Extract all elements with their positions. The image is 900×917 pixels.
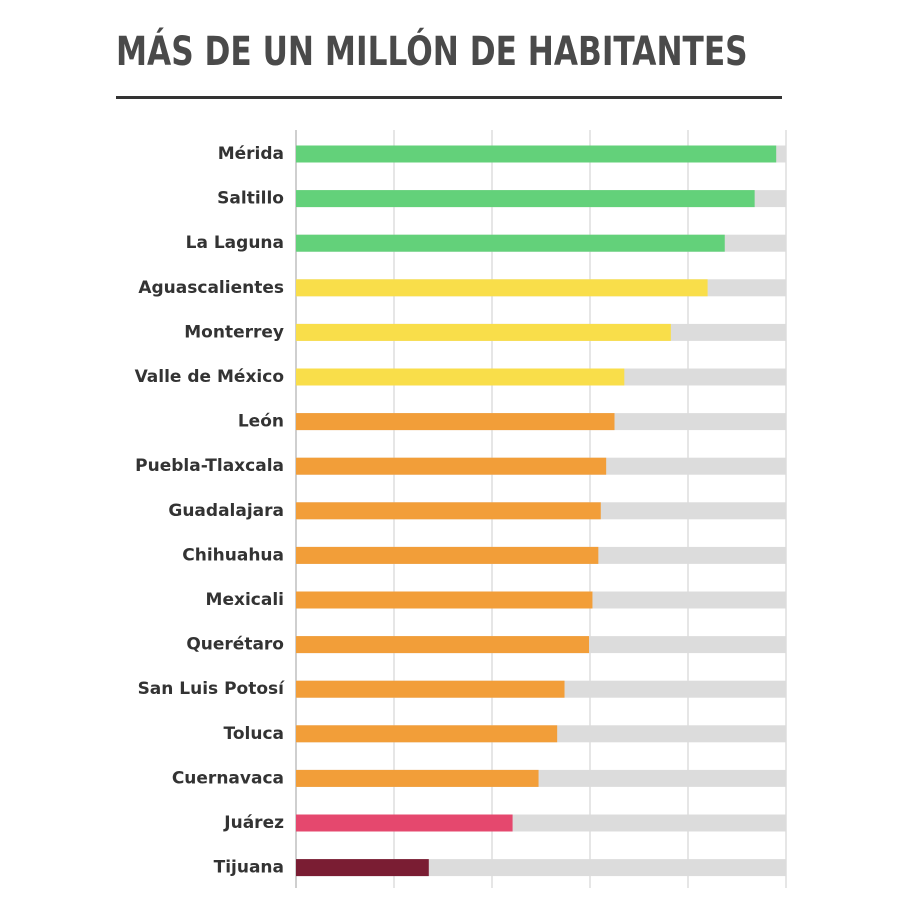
bar [296,769,539,787]
category-label: Mérida [218,144,284,164]
category-label: Querétaro [186,635,284,655]
bar [296,457,607,475]
category-labels: Mérida Saltillo La Laguna Aguascalientes Mon… [135,144,286,878]
category-label: Valle de México [135,367,284,387]
category-label: San Luis Potosí [138,679,286,699]
bar [296,814,513,832]
category-label: Cuernavaca [172,768,284,788]
bar [296,680,565,698]
bar [296,859,429,877]
bar [296,725,558,743]
bar [296,279,708,297]
category-label: Tijuana [214,858,284,878]
bar [296,502,601,520]
title-divider [116,96,782,99]
category-label: Saltillo [217,189,284,209]
bar [296,145,777,163]
bar [296,636,590,654]
category-label: Mexicali [206,590,284,610]
category-label: Aguascalientes [138,278,284,298]
category-label: León [238,412,284,432]
category-label: Monterrey [184,322,284,342]
bar [296,591,593,609]
category-label: Chihuahua [182,545,284,565]
category-label: Guadalajara [168,501,284,521]
category-label: Puebla-Tlaxcala [135,456,284,476]
bar [296,368,625,386]
bar [296,546,599,564]
bar [296,190,755,208]
category-label: Juárez [223,813,284,833]
bar [296,413,615,431]
category-label: La Laguna [186,233,284,253]
bar [296,234,725,252]
category-label: Toluca [224,724,285,744]
bar [296,323,671,341]
bars [296,145,777,877]
